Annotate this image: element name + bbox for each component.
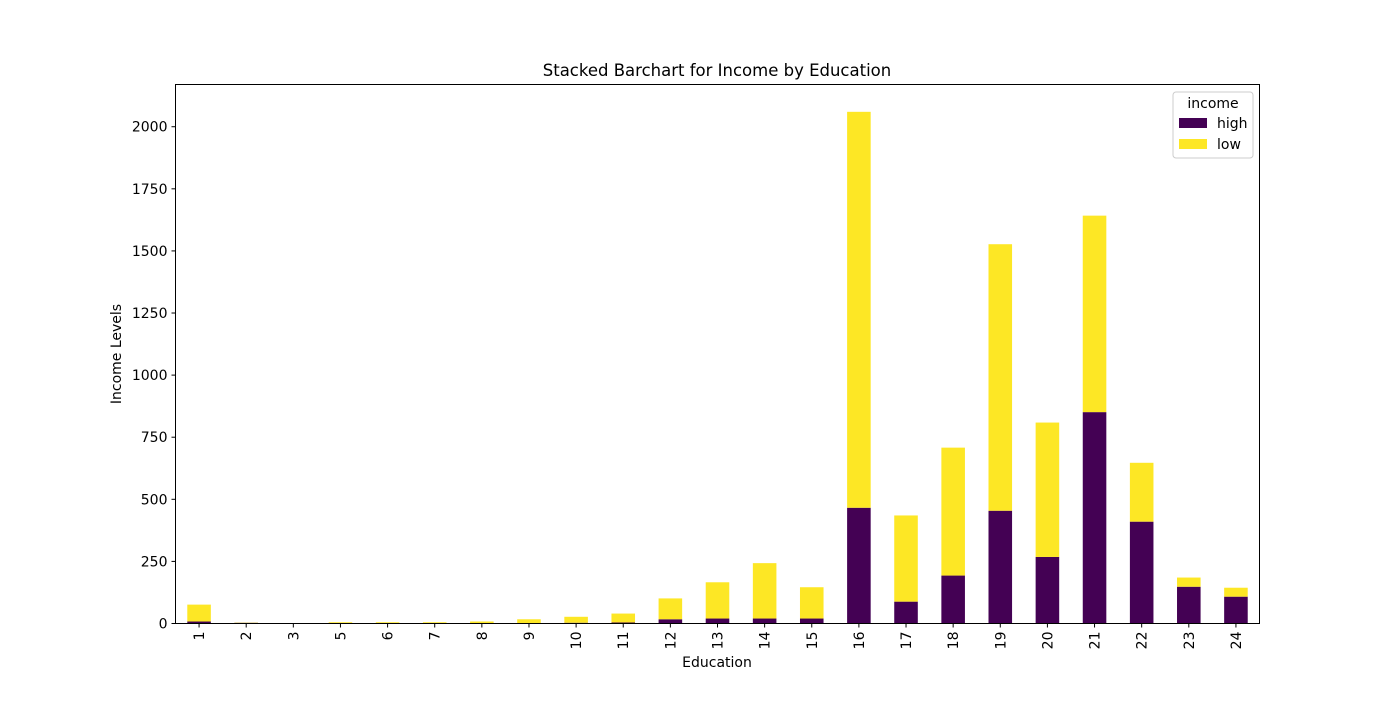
x-tick-label: 11 bbox=[616, 632, 632, 650]
y-tick-label: 500 bbox=[141, 492, 168, 508]
bar-high-12 bbox=[659, 619, 683, 623]
y-tick-label: 1750 bbox=[132, 182, 168, 198]
x-tick-label: 10 bbox=[569, 632, 585, 650]
legend-label-high: high bbox=[1217, 116, 1248, 132]
bar-high-18 bbox=[941, 576, 965, 624]
bar-low-9 bbox=[517, 619, 541, 623]
x-tick-label: 9 bbox=[522, 632, 538, 641]
bar-low-8 bbox=[470, 622, 494, 624]
bars-layer bbox=[187, 112, 1247, 624]
x-tick-label: 2 bbox=[239, 632, 255, 641]
y-tick-label: 250 bbox=[141, 554, 168, 570]
x-tick-label: 17 bbox=[899, 632, 915, 650]
bar-low-10 bbox=[564, 617, 588, 623]
bar-low-23 bbox=[1177, 578, 1201, 587]
y-axis-title: Income Levels bbox=[109, 304, 125, 404]
bar-low-12 bbox=[659, 598, 683, 619]
bar-high-21 bbox=[1083, 412, 1107, 623]
x-tick-label: 20 bbox=[1040, 632, 1056, 650]
bar-low-22 bbox=[1130, 463, 1154, 522]
legend-swatch-low bbox=[1179, 139, 1207, 149]
bar-high-16 bbox=[847, 508, 871, 624]
bar-low-24 bbox=[1224, 588, 1248, 597]
legend-label-low: low bbox=[1217, 137, 1241, 153]
x-axis-title: Education bbox=[682, 655, 752, 671]
x-tick-label: 24 bbox=[1229, 631, 1245, 649]
bar-low-11 bbox=[611, 614, 635, 623]
bar-high-13 bbox=[706, 619, 730, 624]
bar-low-1 bbox=[187, 605, 211, 622]
legend-swatch-high bbox=[1179, 118, 1207, 128]
x-tick-label: 3 bbox=[286, 632, 302, 641]
bar-low-16 bbox=[847, 112, 871, 508]
x-tick-label: 6 bbox=[381, 631, 397, 640]
bar-low-21 bbox=[1083, 216, 1107, 412]
y-tick-label: 1250 bbox=[132, 306, 168, 322]
bar-low-15 bbox=[800, 587, 824, 618]
x-tick-label: 16 bbox=[852, 631, 868, 649]
x-tick-label: 5 bbox=[333, 632, 349, 641]
x-tick-label: 12 bbox=[663, 632, 679, 650]
bar-high-19 bbox=[989, 511, 1013, 624]
x-tick-label: 21 bbox=[1088, 632, 1104, 650]
x-tick-label: 8 bbox=[475, 632, 491, 641]
bar-low-13 bbox=[706, 582, 730, 618]
bar-high-14 bbox=[753, 619, 777, 624]
x-tick-label: 15 bbox=[805, 632, 821, 650]
x-tick-label: 22 bbox=[1135, 632, 1151, 650]
bar-low-14 bbox=[753, 563, 777, 618]
bar-high-23 bbox=[1177, 587, 1201, 624]
bar-low-18 bbox=[941, 448, 965, 576]
y-tick-label: 1500 bbox=[132, 244, 168, 260]
legend-title: income bbox=[1187, 96, 1238, 112]
x-tick-label: 7 bbox=[428, 632, 444, 641]
y-tick-label: 750 bbox=[141, 430, 168, 446]
y-tick-label: 2000 bbox=[132, 120, 168, 136]
bar-high-22 bbox=[1130, 522, 1154, 624]
legend: income high low bbox=[1173, 92, 1253, 158]
bar-high-17 bbox=[894, 602, 918, 624]
x-tick-label: 19 bbox=[993, 632, 1009, 650]
bar-high-20 bbox=[1036, 557, 1060, 624]
chart-title: Stacked Barchart for Income by Education bbox=[543, 61, 891, 80]
x-tick-label: 18 bbox=[946, 632, 962, 650]
bar-low-20 bbox=[1036, 423, 1060, 557]
x-tick-label: 13 bbox=[711, 632, 727, 650]
bar-high-24 bbox=[1224, 597, 1248, 624]
bar-high-15 bbox=[800, 619, 824, 624]
y-tick-label: 1000 bbox=[132, 368, 168, 384]
x-tick-label: 1 bbox=[192, 632, 208, 641]
x-tick-label: 14 bbox=[758, 631, 774, 649]
y-axis: 0 250 500 750 1000 1250 1500 1750 2000 bbox=[132, 120, 176, 633]
x-tick-label: 23 bbox=[1182, 632, 1198, 650]
bar-low-17 bbox=[894, 515, 918, 601]
y-tick-label: 0 bbox=[159, 617, 168, 633]
bar-low-19 bbox=[989, 244, 1013, 511]
